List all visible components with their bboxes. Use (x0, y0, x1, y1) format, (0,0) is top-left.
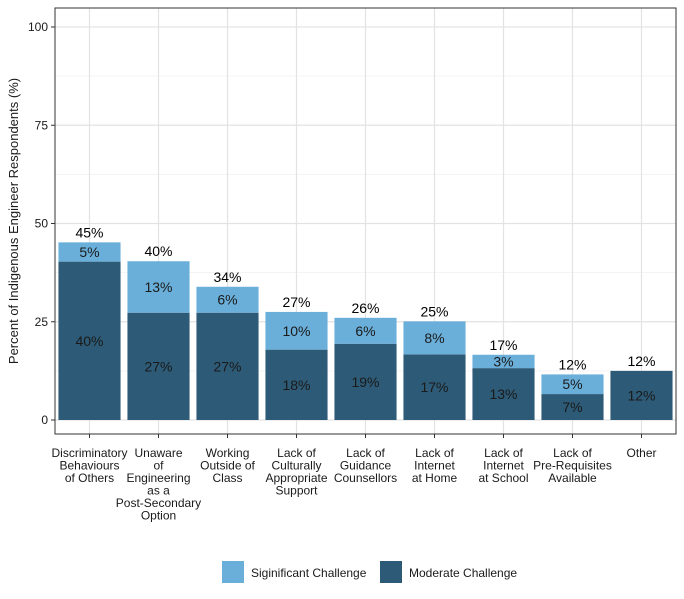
y-axis-label: Percent of Indigenous Engineer Responden… (6, 78, 21, 364)
x-category-label: Other (626, 446, 656, 460)
bars (58, 242, 673, 420)
total-label: 34% (213, 269, 241, 285)
segment-label: 18% (282, 377, 310, 393)
x-category-label: Lack of Guidance Counsellors (334, 446, 397, 485)
segment-label: 7% (562, 399, 582, 415)
total-label: 26% (351, 300, 379, 316)
bar-moderate-challenge (265, 349, 328, 420)
bar-moderate-challenge (610, 370, 673, 420)
segment-label: 6% (355, 323, 375, 339)
bar-siginificant-challenge (265, 311, 328, 350)
y-tick-label: 75 (35, 118, 49, 132)
segment-label: 19% (351, 374, 379, 390)
x-category-label: Lack of Internet at School (478, 446, 528, 485)
bar-siginificant-challenge (127, 261, 190, 313)
total-label: 27% (282, 294, 310, 310)
legend: Siginificant Challenge Moderate Challenge (222, 561, 517, 583)
bar-siginificant-challenge (58, 242, 121, 262)
total-label: 12% (558, 356, 586, 372)
bar-moderate-challenge (127, 312, 190, 420)
segment-label: 6% (217, 292, 237, 308)
segment-label: 40% (75, 333, 103, 349)
x-category-label: Discriminatory Behaviours of Others (51, 446, 127, 485)
total-label: 45% (75, 224, 103, 240)
y-tick-label: 50 (35, 217, 49, 231)
segment-label: 13% (144, 279, 172, 295)
y-tick-label: 0 (41, 413, 48, 427)
segment-label: 17% (420, 379, 448, 395)
y-tick-label: 25 (35, 315, 49, 329)
axes: 0 25 50 75 100 Discriminatory Behaviours of Oth… (28, 7, 677, 523)
x-category-label: Lack of Culturally Appropriate Support (265, 446, 327, 498)
x-category-label: Working Outside of Class (200, 446, 255, 485)
segment-label: 12% (627, 387, 655, 403)
total-label: 12% (627, 353, 655, 369)
legend-swatch (380, 561, 402, 583)
legend-label: Moderate Challenge (409, 566, 517, 580)
segment-label: 3% (493, 353, 513, 369)
bar-siginificant-challenge (472, 354, 535, 369)
segment-label: 27% (213, 358, 241, 374)
total-label: 17% (489, 337, 517, 353)
segment-label: 5% (562, 376, 582, 392)
legend-label: Siginificant Challenge (251, 566, 367, 580)
y-tick-label: 100 (28, 20, 48, 34)
bar-moderate-challenge (472, 368, 535, 420)
bar-siginificant-challenge (541, 374, 604, 395)
segment-label: 5% (79, 244, 99, 260)
bar-siginificant-challenge (196, 286, 259, 313)
bar-labels: 40% 27% 27% 18% 19% 17% 13% 7% 12% 5% 13% 6% 10% 6% 8%… (75, 224, 655, 415)
segment-label: 13% (489, 386, 517, 402)
total-label: 25% (420, 303, 448, 319)
x-category-label: Lack of Internet at Home (412, 446, 458, 485)
x-category-label: Unaware of Engineering as a Post-Secondary Op… (116, 446, 201, 523)
bar-moderate-challenge (196, 312, 259, 420)
bar-moderate-challenge (403, 354, 466, 420)
bar-moderate-challenge (541, 394, 604, 420)
segment-label: 8% (424, 330, 444, 346)
bar-moderate-challenge (334, 343, 397, 420)
segment-label: 27% (144, 358, 172, 374)
total-label: 40% (144, 243, 172, 259)
x-category-label: Lack of Pre-Requisites Available (533, 446, 612, 485)
legend-swatch (222, 561, 244, 583)
bar-siginificant-challenge (334, 317, 397, 344)
bar-siginificant-challenge (403, 321, 466, 355)
segment-label: 10% (282, 323, 310, 339)
bar-moderate-challenge (58, 261, 121, 420)
